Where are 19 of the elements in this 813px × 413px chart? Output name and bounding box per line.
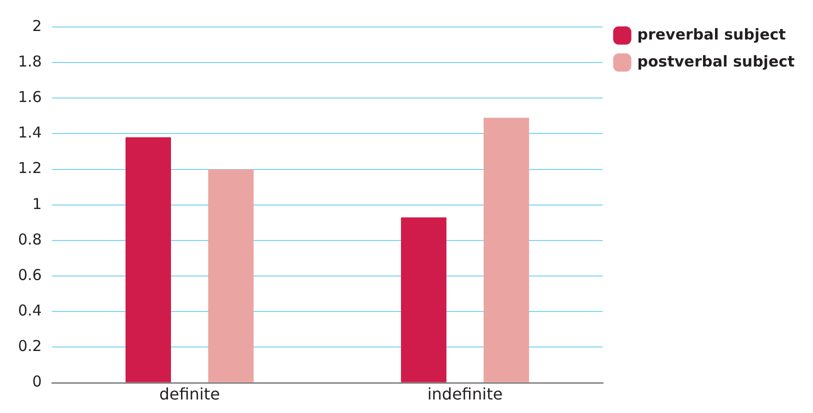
y-tick-label: 1.2 (18, 159, 42, 178)
y-tick-label: 0 (32, 372, 42, 391)
bar (208, 169, 254, 382)
y-tick-label: 1 (32, 194, 42, 213)
y-tick-label: 0.8 (18, 230, 42, 248)
x-tick-label: definite (159, 384, 220, 404)
y-tick-label: 1.4 (18, 124, 42, 142)
y-tick-label: 0.2 (18, 337, 42, 356)
bar (126, 137, 171, 382)
y-tick-label: 2 (32, 16, 42, 35)
y-tick-label: 1.6 (18, 88, 42, 106)
x-tick-label: indefinite (427, 384, 503, 404)
bar (400, 217, 446, 382)
y-tick-label: 0.6 (18, 266, 42, 284)
legend-label: postverbal subject (637, 52, 795, 70)
y-tick-label: 0.4 (18, 302, 42, 320)
legend-label: preverbal subject (637, 25, 786, 44)
y-tick-label: 1.8 (18, 52, 42, 70)
bar (484, 118, 530, 382)
